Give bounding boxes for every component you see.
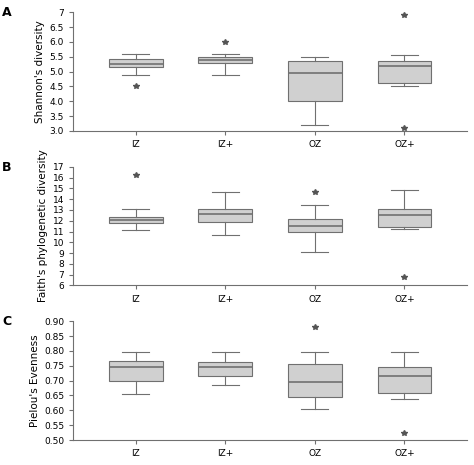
Text: C: C <box>2 315 11 328</box>
PathPatch shape <box>377 61 431 83</box>
PathPatch shape <box>109 59 163 67</box>
PathPatch shape <box>288 365 342 397</box>
PathPatch shape <box>199 57 252 63</box>
PathPatch shape <box>377 209 431 227</box>
PathPatch shape <box>109 218 163 223</box>
PathPatch shape <box>288 61 342 101</box>
Y-axis label: Shannon's diversity: Shannon's diversity <box>36 20 46 123</box>
Text: B: B <box>2 161 12 174</box>
PathPatch shape <box>109 361 163 381</box>
PathPatch shape <box>199 362 252 376</box>
Y-axis label: Pielou's Evenness: Pielou's Evenness <box>30 334 40 427</box>
Text: A: A <box>2 6 12 19</box>
PathPatch shape <box>377 367 431 392</box>
PathPatch shape <box>199 209 252 222</box>
Y-axis label: Faith's phylogenetic diversity: Faith's phylogenetic diversity <box>38 150 48 303</box>
PathPatch shape <box>288 219 342 232</box>
